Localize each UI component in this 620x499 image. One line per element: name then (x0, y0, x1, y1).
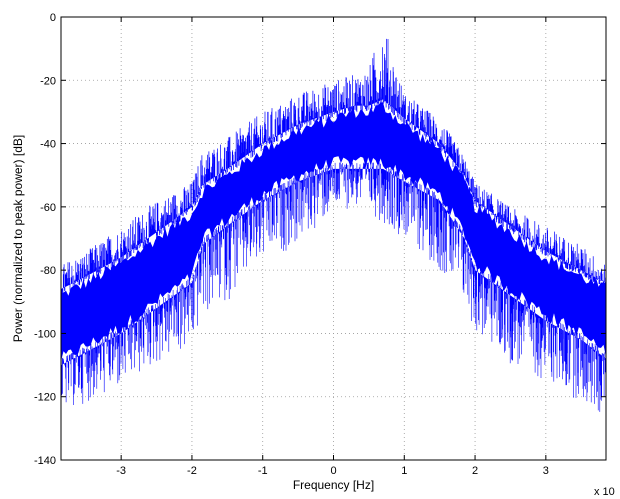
y-tick-label: -100 (34, 328, 56, 340)
spectrum-series (60, 38, 607, 412)
x-tick-label: -3 (116, 465, 126, 477)
y-tick-label: -20 (40, 75, 56, 87)
y-tick-label: -120 (34, 392, 56, 404)
y-axis-label: Power (normalized to peak power) [dB] (11, 135, 25, 342)
ticks: -3 -2 -1 0 1 2 3 0 -20 -40 -60 -80 -100 -120 -140 (34, 12, 606, 477)
y-tick-label: -40 (40, 139, 56, 151)
y-tick-label: -80 (40, 265, 56, 277)
x-axis-exponent-label: x 10 (594, 486, 615, 498)
x-tick-label: 0 (330, 465, 336, 477)
y-tick-label: 0 (50, 12, 56, 24)
y-tick-label: -60 (40, 202, 56, 214)
spectrum-core-band (61, 102, 606, 362)
x-tick-label: 3 (543, 465, 549, 477)
x-tick-label: -1 (258, 465, 268, 477)
x-axis-label: Frequency [Hz] (293, 478, 374, 492)
x-tick-label: 1 (401, 465, 407, 477)
x-tick-label: 2 (472, 465, 478, 477)
x-tick-label: -2 (187, 465, 197, 477)
y-tick-label: -140 (34, 455, 56, 467)
